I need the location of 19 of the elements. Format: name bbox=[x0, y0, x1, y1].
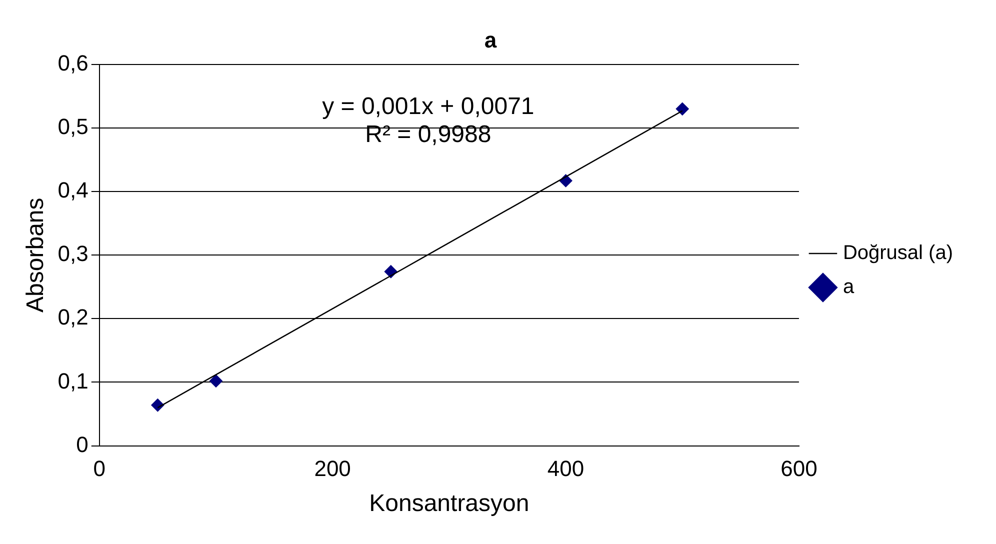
x-tick-label: 600 bbox=[780, 456, 818, 482]
x-tick-label: 0 bbox=[93, 456, 106, 482]
y-tick-label: 0,1 bbox=[58, 368, 88, 394]
chart-title: a bbox=[484, 27, 498, 52]
y-tick-label: 0,5 bbox=[58, 114, 88, 140]
y-tick-label: 0,3 bbox=[58, 241, 88, 266]
y-axis-title: Absorbans bbox=[22, 198, 50, 312]
annotation: y = 0,001x + 0,0071 bbox=[322, 93, 534, 120]
y-tick-label: 0 bbox=[76, 432, 88, 457]
legend-label: a bbox=[842, 276, 855, 298]
y-tick-label: 0,4 bbox=[58, 178, 88, 203]
point bbox=[209, 374, 222, 388]
x-tick-label: 200 bbox=[314, 456, 351, 482]
x-tick-label: 400 bbox=[547, 456, 584, 482]
legend-label: Doğrusal (a) bbox=[842, 242, 954, 264]
y-tick-label: 0,6 bbox=[58, 50, 88, 76]
y-tick-label: 0,2 bbox=[58, 304, 88, 330]
x-axis-title: Konsantrasyon bbox=[369, 490, 530, 518]
point bbox=[676, 102, 689, 116]
